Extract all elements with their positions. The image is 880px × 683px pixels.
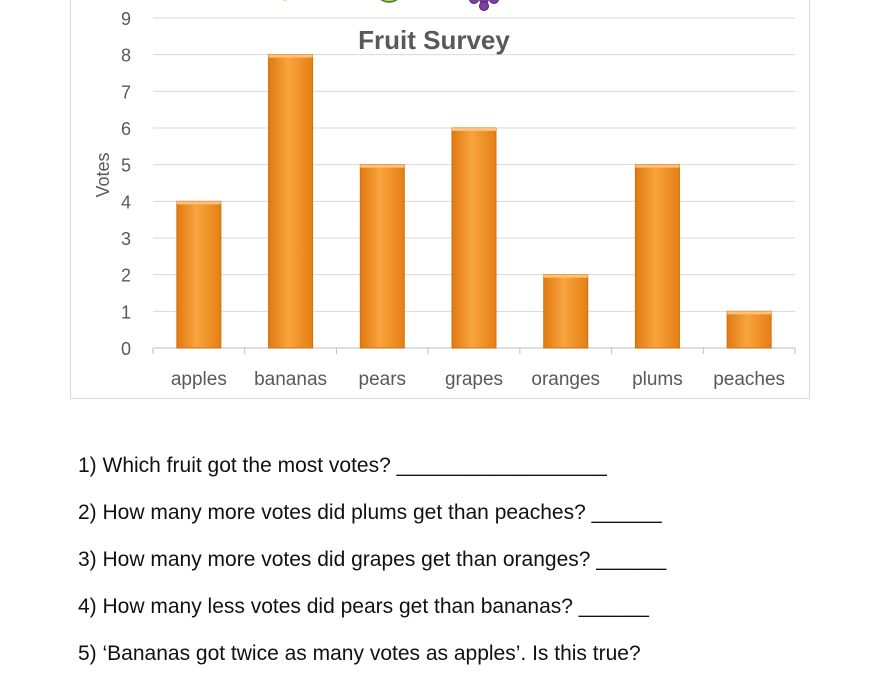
x-tick-label: bananas xyxy=(254,369,327,390)
y-tick-label: 7 xyxy=(121,82,131,102)
bar-plums xyxy=(634,164,680,349)
bar-top-highlight xyxy=(360,164,405,168)
y-axis-label: Votes xyxy=(93,152,113,197)
y-tick-label: 0 xyxy=(121,339,131,359)
question-list: 1) Which fruit got the most votes? _____… xyxy=(78,448,868,683)
bar-top-highlight xyxy=(268,54,313,58)
question-1: 1) Which fruit got the most votes? _____… xyxy=(78,454,607,477)
bar-top-highlight xyxy=(543,274,588,278)
y-tick-label: 9 xyxy=(121,9,131,29)
x-tick-label: oranges xyxy=(531,369,600,390)
x-tick-label: grapes xyxy=(445,369,503,390)
x-tick-label: peaches xyxy=(713,369,785,390)
grapes-icon xyxy=(469,0,499,11)
y-tick-label: 4 xyxy=(121,192,131,212)
y-tick-label: 3 xyxy=(121,229,131,249)
bar-apples xyxy=(176,200,222,349)
bar-top-highlight xyxy=(635,164,680,168)
question-2: 2) How many more votes did plums get tha… xyxy=(78,501,662,524)
y-tick-label: 1 xyxy=(121,302,131,322)
question-5: 5) ‘Bananas got twice as many votes as a… xyxy=(78,642,641,665)
bar-pears xyxy=(359,164,405,349)
y-tick-label: 8 xyxy=(121,46,131,66)
bar-oranges xyxy=(543,274,589,349)
chart-title: Fruit Survey xyxy=(358,25,510,55)
bar-top-highlight xyxy=(176,201,221,205)
y-tick-label: 6 xyxy=(121,119,131,139)
x-tick-label: apples xyxy=(171,369,227,390)
pear-icon xyxy=(380,0,398,3)
x-tick-label: pears xyxy=(359,369,407,390)
y-tick-label: 2 xyxy=(121,266,131,286)
bar-top-highlight xyxy=(452,128,496,131)
bar-peaches xyxy=(726,310,772,349)
fruit-survey-chart: 0 1 2 3 4 5 6 7 8 9 apples bananas pears grapes orange… xyxy=(93,0,796,390)
bar-grapes xyxy=(451,127,497,349)
question-3: 3) How many more votes did grapes get th… xyxy=(78,548,667,571)
question-4: 4) How many less votes did pears get tha… xyxy=(78,595,649,618)
x-tick-label: plums xyxy=(632,369,683,390)
y-tick-label: 5 xyxy=(121,156,131,176)
bar-top-highlight xyxy=(727,311,772,315)
chart-frame: 0 1 2 3 4 5 6 7 8 9 apples bananas pears grapes orange… xyxy=(70,0,810,399)
bar-bananas xyxy=(268,54,314,349)
